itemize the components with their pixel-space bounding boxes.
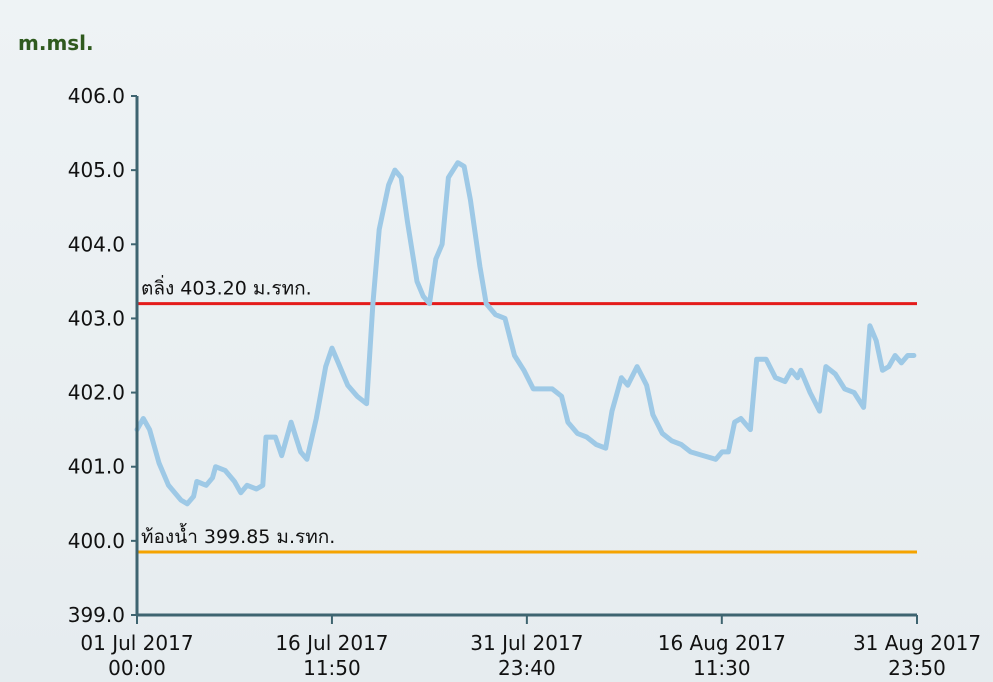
x-tick-label-time: 23:50 — [888, 656, 946, 680]
x-tick-label-time: 00:00 — [108, 656, 166, 680]
series-line-0 — [134, 160, 917, 507]
x-tick-label-date: 31 Aug 2017 — [853, 631, 981, 655]
reference-lines: ตลิ่ง 403.20 ม.รทก. ท้องน้ำ 399.85 ม.รทก. — [137, 275, 917, 554]
y-tick-label: 400.0 — [68, 529, 125, 553]
x-tick-label-time: 11:50 — [303, 656, 361, 680]
x-tick-label-date: 31 Jul 2017 — [470, 631, 583, 655]
x-tick-label-date: 01 Jul 2017 — [80, 631, 193, 655]
y-tick-label: 405.0 — [68, 158, 125, 182]
x-tick-label-time: 23:40 — [498, 656, 556, 680]
x-tick-label-date: 16 Jul 2017 — [275, 631, 388, 655]
y-tick-label: 401.0 — [68, 455, 125, 479]
reference-line-label-0: ตลิ่ง 403.20 ม.รทก. — [141, 275, 312, 300]
y-tick-label: 403.0 — [68, 306, 125, 330]
y-tick-label: 406.0 — [68, 84, 125, 108]
x-tick-label-time: 11:30 — [693, 656, 751, 680]
y-tick-label: 402.0 — [68, 381, 125, 405]
axes: 399.0 400.0 401.0 402.0 403.0 404.0 405.0 406.0… — [68, 84, 981, 680]
y-tick-label: 399.0 — [68, 603, 125, 627]
x-tick-label-date: 16 Aug 2017 — [658, 631, 786, 655]
y-tick-label: 404.0 — [68, 232, 125, 256]
reference-line-label-1: ท้องน้ำ 399.85 ม.รทก. — [141, 523, 335, 548]
y-axis-unit-label: m.msl. — [18, 31, 94, 55]
series-layer — [134, 160, 917, 507]
